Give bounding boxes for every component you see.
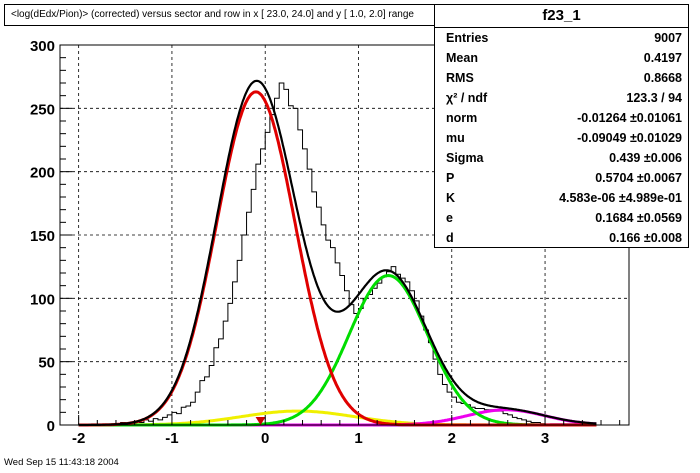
stats-row: Entries 9007 — [435, 28, 688, 48]
x-tick-label: 3 — [541, 430, 549, 447]
stats-value: -0.09049 ±0.01029 — [577, 131, 682, 145]
stats-title: f23_1 — [435, 5, 688, 28]
stats-value: 0.439 ±0.006 — [609, 151, 682, 165]
stats-label: P — [446, 171, 455, 185]
timestamp-footer: Wed Sep 15 11:43:18 2004 — [4, 457, 119, 468]
fit-curve-proton — [78, 273, 597, 427]
stats-label: norm — [446, 111, 478, 125]
stats-label: Mean — [446, 51, 478, 65]
stats-row: χ² / ndf 123.3 / 94 — [435, 88, 688, 108]
stats-row: norm -0.01264 ±0.01061 — [435, 108, 688, 128]
stats-label: χ² / ndf — [446, 91, 488, 105]
stats-row: Mean 0.4197 — [435, 48, 688, 68]
stats-label: e — [446, 211, 453, 225]
stats-row: e 0.1684 ±0.0569 — [435, 208, 688, 228]
fit-curve-total — [78, 79, 597, 427]
x-tick-label: 1 — [354, 430, 362, 447]
stats-value: 9007 — [654, 31, 682, 45]
stats-row: RMS 0.8668 — [435, 68, 688, 88]
x-tick-label: -2 — [72, 430, 85, 447]
stats-value: 0.4197 — [643, 51, 682, 65]
chart-title: <log(dEdx/Pion)> (corrected) versus sect… — [4, 4, 495, 26]
stats-label: mu — [446, 131, 465, 145]
mean-marker — [255, 417, 266, 425]
y-tick-label: 250 — [30, 101, 55, 118]
stats-value: 0.5704 ±0.0067 — [595, 171, 682, 185]
stats-row: mu -0.09049 ±0.01029 — [435, 128, 688, 148]
y-tick-label: 150 — [30, 228, 55, 245]
stats-label: Entries — [446, 31, 489, 45]
stats-row: Sigma 0.439 ±0.006 — [435, 148, 688, 168]
stats-label: RMS — [446, 71, 474, 85]
x-tick-label: 2 — [448, 430, 456, 447]
stats-row: d 0.166 ±0.008 — [435, 228, 688, 248]
stats-label: K — [446, 191, 456, 205]
stats-rows: Entries 9007 Mean 0.4197 RMS 0.8668 χ² / ndf 12… — [435, 28, 688, 248]
stats-value: 0.166 ±0.008 — [609, 231, 682, 245]
y-tick-label: 300 — [30, 38, 55, 55]
y-tick-label: 50 — [38, 355, 55, 372]
stats-value: -0.01264 ±0.01061 — [577, 111, 682, 125]
y-tick-label: 200 — [30, 165, 55, 182]
tick-labels: -2 -1 0 1 2 3 0 50 100 150 200 250 300 — [30, 38, 549, 447]
stats-value: 123.3 / 94 — [626, 91, 682, 105]
stats-label: Sigma — [446, 151, 484, 165]
y-tick-label: 100 — [30, 291, 55, 308]
stats-row: K 4.583e-06 ±4.989e-01 — [435, 188, 688, 208]
axis-ticks — [59, 44, 621, 426]
x-tick-label: 0 — [261, 430, 269, 447]
stats-box: f23_1 Entries 9007 Mean 0.4197 RMS 0.8668 χ² /… — [434, 4, 689, 248]
y-tick-label: 0 — [47, 418, 55, 435]
x-tick-label: -1 — [165, 430, 178, 447]
stats-value: 0.8668 — [643, 71, 682, 85]
stats-row: P 0.5704 ±0.0067 — [435, 168, 688, 188]
stats-label: d — [446, 231, 454, 245]
stats-value: 4.583e-06 ±4.989e-01 — [559, 191, 682, 205]
stats-value: 0.1684 ±0.0569 — [595, 211, 682, 225]
